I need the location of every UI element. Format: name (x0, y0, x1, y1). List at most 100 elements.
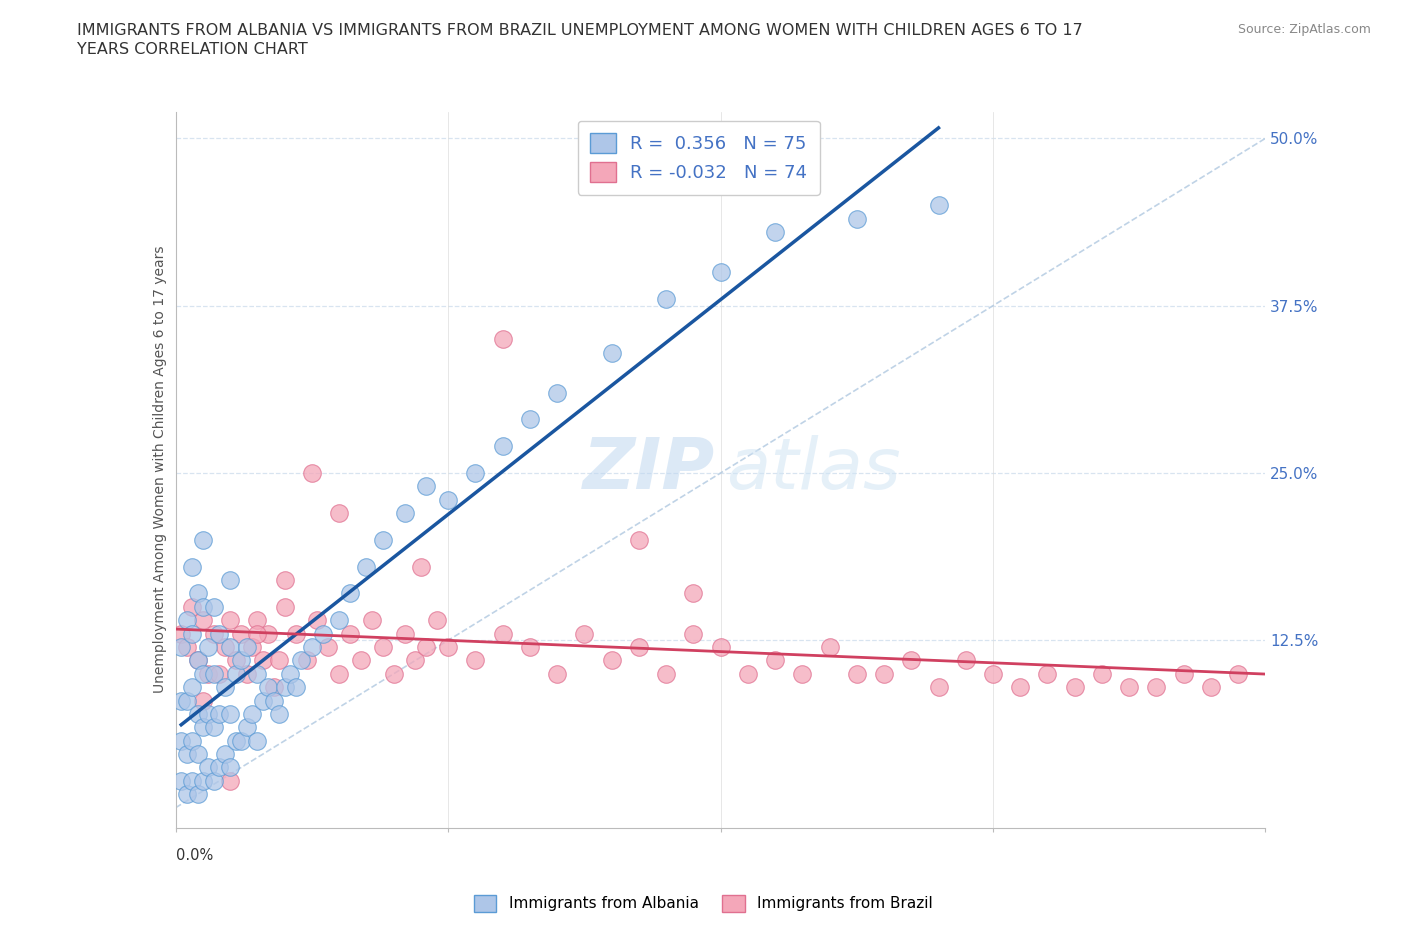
Point (240, 640, 263, 655)
Point (1036, 666, 1059, 681)
Point (328, 666, 350, 681)
Point (339, 626, 361, 641)
Point (191, 693, 214, 708)
Point (263, 693, 285, 708)
Point (191, 600, 214, 615)
Point (176, 613, 198, 628)
Legend: R =  0.356   N = 75, R = -0.032   N = 74: R = 0.356 N = 75, R = -0.032 N = 74 (578, 121, 820, 194)
Point (231, 626, 253, 641)
Point (307, 613, 329, 628)
Point (371, 533, 394, 548)
Point (792, 666, 814, 681)
Point (1063, 680, 1085, 695)
Point (318, 640, 340, 655)
Point (176, 747, 198, 762)
Point (1199, 680, 1222, 695)
Point (818, 640, 841, 655)
Point (415, 479, 437, 494)
Point (328, 613, 350, 628)
Point (845, 666, 868, 681)
Point (763, 225, 786, 240)
Point (600, 345, 623, 360)
Point (170, 774, 193, 789)
Point (928, 198, 950, 213)
Point (492, 439, 515, 454)
Point (710, 640, 733, 655)
Point (235, 720, 257, 735)
Point (202, 626, 225, 641)
Point (257, 680, 280, 695)
Point (231, 733, 253, 748)
Point (981, 666, 1004, 681)
Point (246, 666, 269, 681)
Point (1173, 666, 1195, 681)
Point (231, 653, 253, 668)
Point (763, 653, 786, 668)
Point (274, 680, 297, 695)
Point (191, 666, 214, 681)
Point (437, 492, 460, 507)
Point (546, 666, 568, 681)
Point (278, 666, 301, 681)
Point (170, 640, 193, 655)
Point (214, 680, 236, 695)
Point (519, 640, 541, 655)
Point (219, 613, 242, 628)
Point (208, 760, 231, 775)
Point (235, 640, 257, 655)
Point (191, 533, 214, 548)
Point (382, 666, 405, 681)
Point (627, 640, 650, 655)
Point (928, 680, 950, 695)
Text: YEARS CORRELATION CHART: YEARS CORRELATION CHART (77, 42, 308, 57)
Point (415, 640, 437, 655)
Point (437, 640, 460, 655)
Point (574, 626, 596, 641)
Point (492, 626, 515, 641)
Text: Source: ZipAtlas.com: Source: ZipAtlas.com (1237, 23, 1371, 36)
Point (176, 693, 198, 708)
Point (219, 573, 242, 588)
Point (202, 666, 225, 681)
Point (955, 653, 977, 668)
Point (181, 600, 204, 615)
Point (394, 506, 416, 521)
Point (405, 653, 427, 668)
Point (225, 653, 247, 668)
Point (202, 720, 225, 735)
Point (464, 653, 486, 668)
Point (214, 747, 236, 762)
Point (301, 466, 323, 481)
Point (546, 385, 568, 400)
Point (682, 586, 704, 601)
Point (176, 640, 198, 655)
Point (269, 653, 291, 668)
Point (350, 653, 373, 668)
Point (269, 707, 291, 722)
Text: 0.0%: 0.0% (176, 848, 212, 863)
Point (191, 720, 214, 735)
Point (246, 613, 269, 628)
Point (176, 787, 198, 802)
Point (170, 733, 193, 748)
Point (1118, 680, 1140, 695)
Point (328, 506, 350, 521)
Point (1227, 666, 1250, 681)
Point (257, 626, 280, 641)
Text: ZIP: ZIP (583, 435, 716, 504)
Point (301, 640, 323, 655)
Point (191, 774, 214, 789)
Point (339, 586, 361, 601)
Point (197, 707, 219, 722)
Point (208, 707, 231, 722)
Point (214, 640, 236, 655)
Point (191, 613, 214, 628)
Point (186, 653, 209, 668)
Point (1144, 680, 1167, 695)
Point (181, 626, 204, 641)
Point (655, 291, 678, 306)
Point (356, 559, 378, 574)
Point (682, 626, 704, 641)
Point (873, 666, 896, 681)
Point (181, 733, 204, 748)
